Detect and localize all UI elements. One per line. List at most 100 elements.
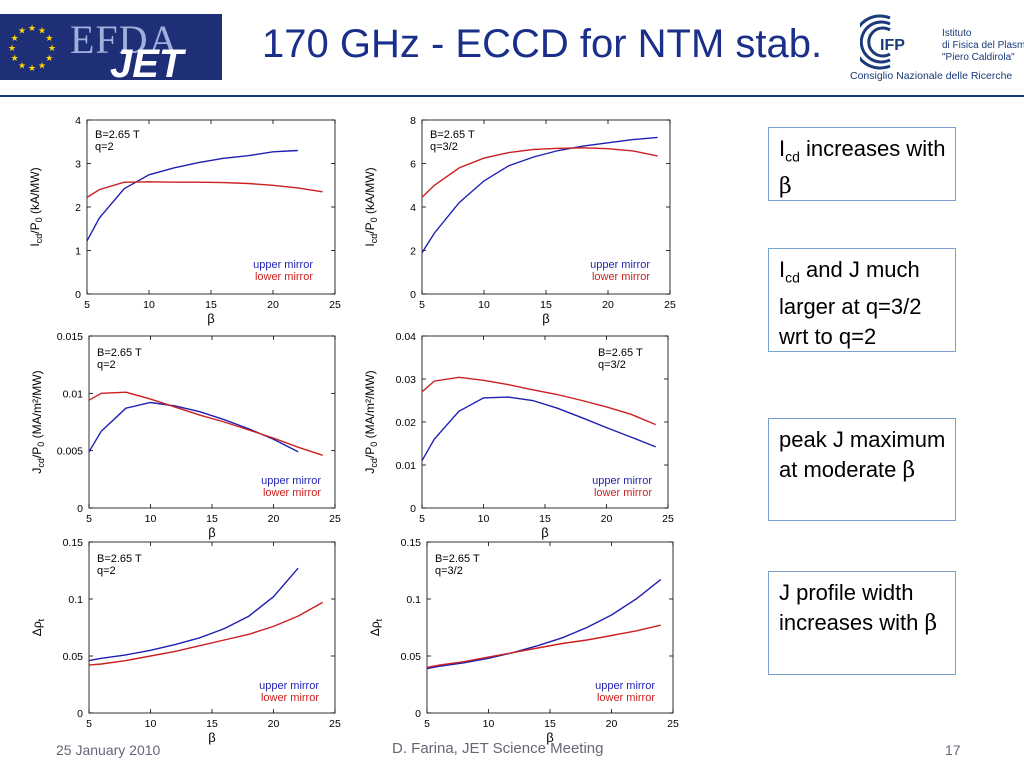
ifp-name-line3: "Piero Caldirola" <box>942 52 1015 63</box>
x-tick-label: 15 <box>206 513 218 525</box>
ifp-name-line1: Istituto <box>942 28 972 39</box>
legend-entry: upper mirror <box>592 475 652 487</box>
legend-entry: upper mirror <box>261 475 321 487</box>
y-tick-label: 0.03 <box>396 374 417 386</box>
x-axis-label: β <box>541 525 548 540</box>
x-tick-label: 15 <box>205 299 217 311</box>
x-tick-label: 5 <box>86 513 92 525</box>
series-line-lower-mirror <box>86 181 323 198</box>
note-peak-j: peak J maximum at moderate β <box>768 418 956 521</box>
series-line-lower-mirror <box>88 391 323 456</box>
note-2-text: and J much larger at q=3/2 wrt to q=2 <box>779 257 922 350</box>
legend-entry: lower mirror <box>594 487 652 499</box>
efda-jet-logo: ★ ★ ★ ★ ★ ★ ★ ★ ★ ★ ★ ★ EFDA JET <box>0 14 222 80</box>
y-tick-label: 0.1 <box>68 594 83 606</box>
y-tick-label: 0.01 <box>396 460 417 472</box>
series-line-upper-mirror <box>421 396 656 462</box>
x-tick-label: 15 <box>539 513 551 525</box>
x-tick-label: 10 <box>478 299 490 311</box>
x-axis-label: β <box>546 730 553 745</box>
note-1-beta: β <box>779 174 792 200</box>
x-tick-label: 15 <box>544 718 556 730</box>
y-tick-label: 2 <box>75 202 81 214</box>
x-tick-label: 25 <box>329 718 341 730</box>
eu-star-icon: ★ <box>28 63 36 73</box>
y-tick-label: 0 <box>415 708 421 720</box>
chart-panel-1: 5 10 15 20 25 0 1 2 3 4 β Icd/P0 (kA/MW) B=2.65 Tq=2… <box>28 115 341 326</box>
x-tick-label: 25 <box>329 513 341 525</box>
ifp-name-line2: di Fisica del Plasma <box>942 40 1024 51</box>
chart-annotation: q=2 <box>97 565 116 577</box>
chart-panel-3: 5 10 15 20 25 0 0.005 0.01 0.015 β Jcd/P0 (MA/m²/M… <box>30 331 341 540</box>
y-tick-label: 0 <box>77 503 83 515</box>
chart-annotation: B=2.65 T <box>97 347 142 359</box>
legend-entry: lower mirror <box>592 271 650 283</box>
chart-panel-2: 5 10 15 20 25 0 2 4 6 8 β Icd/P0 (kA/MW) B=2.65 Tq=3… <box>363 115 676 326</box>
slide-header: ★ ★ ★ ★ ★ ★ ★ ★ ★ ★ ★ ★ EFDA JET 170 GHz - ECCD for… <box>0 0 1024 97</box>
eu-star-icon: ★ <box>38 60 46 70</box>
series-line-upper-mirror <box>88 401 299 453</box>
series-line-lower-mirror <box>421 147 658 198</box>
y-axis-label: Jcd/P0 (MA/m²/MW) <box>363 370 379 473</box>
y-tick-label: 6 <box>410 159 416 171</box>
eu-star-icon: ★ <box>8 43 16 53</box>
chart-annotation: B=2.65 T <box>97 553 142 565</box>
note-2-symbol: I <box>779 257 786 282</box>
y-tick-label: 0 <box>75 289 81 301</box>
eu-star-icon: ★ <box>38 26 46 36</box>
x-tick-label: 5 <box>419 513 425 525</box>
footer-meeting: D. Farina, JET Science Meeting <box>392 740 604 757</box>
note-icd-j-larger: Icd and J much larger at q=3/2 wrt to q=… <box>768 248 956 352</box>
note-j-profile-width: J profile width increases with β <box>768 571 956 675</box>
y-axis-label: Icd/P0 (kA/MW) <box>28 167 44 246</box>
x-axis-label: β <box>208 525 215 540</box>
chart-annotation: q=3/2 <box>598 359 626 371</box>
x-tick-label: 20 <box>602 299 614 311</box>
note-icd-increases: Icd increases with β <box>768 127 956 201</box>
series-line-lower-mirror <box>421 376 656 426</box>
chart-annotation: q=3/2 <box>435 565 463 577</box>
x-tick-label: 25 <box>664 299 676 311</box>
eu-star-icon: ★ <box>48 43 56 53</box>
legend-entry: lower mirror <box>255 271 313 283</box>
y-tick-label: 0.02 <box>396 417 417 429</box>
chart-annotation: B=2.65 T <box>95 129 140 141</box>
y-tick-label: 0.05 <box>63 651 84 663</box>
series-line-upper-mirror <box>86 149 298 242</box>
x-tick-label: 5 <box>86 718 92 730</box>
y-tick-label: 0 <box>77 708 83 720</box>
series-line-lower-mirror <box>426 624 661 669</box>
jet-wordmark: JET <box>110 42 184 80</box>
ifp-cnr-logo: IFP Istituto di Fisica del Plasma "Piero… <box>850 10 1024 88</box>
efda-wordmark: EFDA <box>70 17 179 62</box>
x-axis-label: β <box>207 311 214 326</box>
eu-stars-icon: ★★★★★★★★★ ★ ★★ <box>0 14 64 80</box>
legend-entry: upper mirror <box>253 259 313 271</box>
x-tick-label: 15 <box>206 718 218 730</box>
eu-star-icon: ★ <box>45 53 53 63</box>
x-tick-label: 20 <box>601 513 613 525</box>
x-axis-label: β <box>208 730 215 745</box>
y-tick-label: 8 <box>410 115 416 127</box>
legend-entry: upper mirror <box>595 680 655 692</box>
x-tick-label: 10 <box>478 513 490 525</box>
chart-annotation: q=3/2 <box>430 141 458 153</box>
series-line-lower-mirror <box>88 601 324 666</box>
x-tick-label: 20 <box>268 718 280 730</box>
legend-entry: lower mirror <box>597 692 655 704</box>
chart-annotation: B=2.65 T <box>598 347 643 359</box>
y-tick-label: 0.01 <box>63 388 84 400</box>
ifp-mark-text: IFP <box>880 37 905 54</box>
chart-annotation: q=2 <box>97 359 116 371</box>
note-4-text: J profile width increases with <box>779 580 925 635</box>
x-tick-label: 10 <box>483 718 495 730</box>
y-tick-label: 0.1 <box>406 594 421 606</box>
y-tick-label: 4 <box>75 115 81 127</box>
eu-star-icon: ★ <box>28 23 36 33</box>
legend-entry: lower mirror <box>263 487 321 499</box>
x-tick-label: 10 <box>143 299 155 311</box>
page-title: 170 GHz - ECCD for NTM stab. <box>262 22 823 66</box>
x-tick-label: 20 <box>268 513 280 525</box>
legend-entry: lower mirror <box>261 692 319 704</box>
note-1-symbol: I <box>779 136 786 161</box>
